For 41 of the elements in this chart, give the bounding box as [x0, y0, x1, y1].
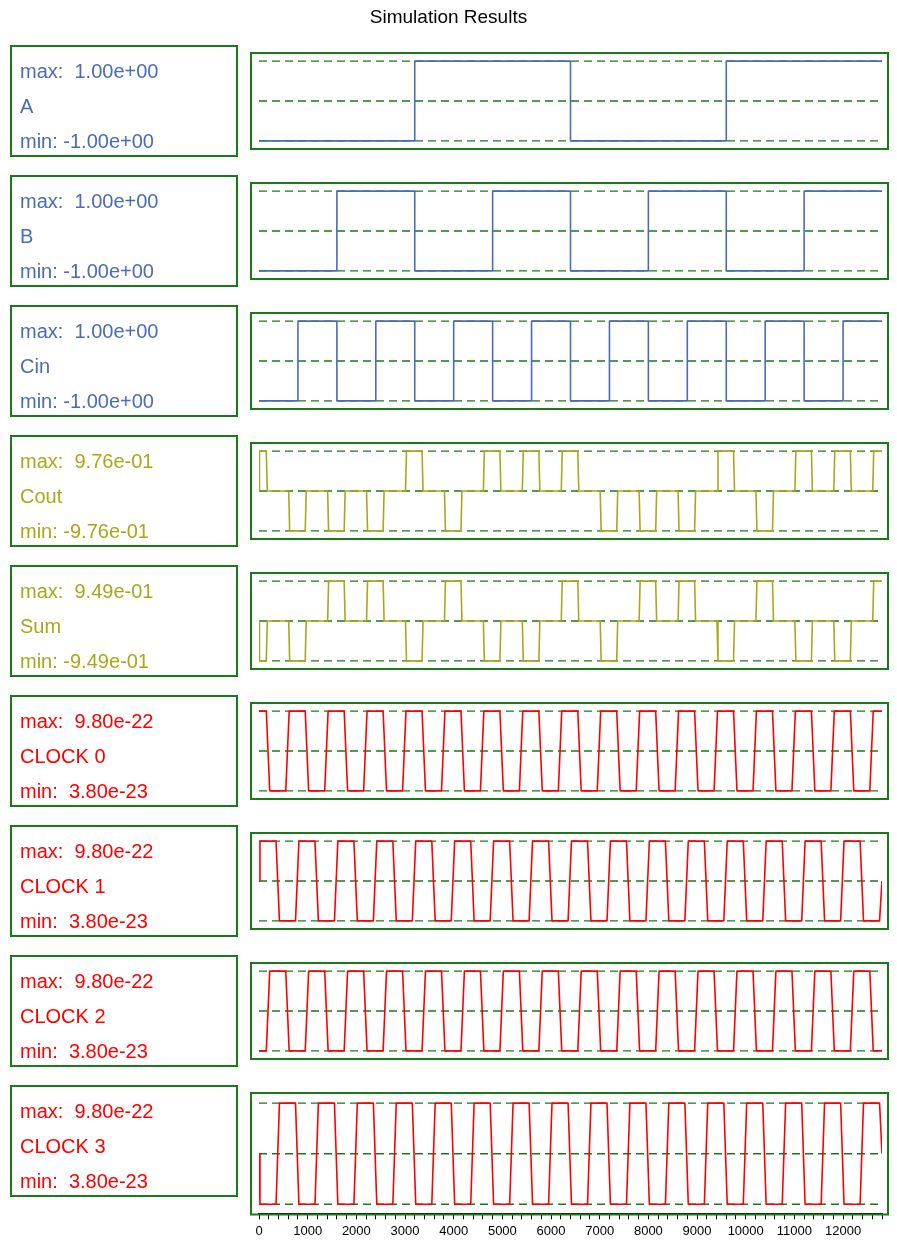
x-tick-label: 10000: [727, 1222, 764, 1238]
text: min: 3.80e-23: [20, 909, 148, 933]
text: min: -1.00e+00: [20, 389, 154, 413]
text: CLOCK 0: [20, 744, 106, 768]
x-tick-label: 1000: [293, 1222, 323, 1238]
text: max: 1.00e+00: [20, 59, 159, 83]
x-tick-label: 9000: [682, 1222, 712, 1238]
text: Sum: [20, 614, 62, 638]
text: max: 1.00e+00: [20, 189, 159, 213]
text: Cout: [20, 484, 63, 508]
text: min: -1.00e+00: [20, 129, 154, 153]
text: min: 3.80e-23: [20, 779, 148, 803]
x-tick-label: 6000: [536, 1222, 566, 1238]
text: max: 1.00e+00: [20, 319, 159, 343]
text: max: 9.80e-22: [20, 839, 154, 863]
x-tick-label: 8000: [633, 1222, 663, 1238]
text: min: -9.76e-01: [20, 519, 149, 543]
x-tick-label: 5000: [487, 1222, 517, 1238]
text: min: -9.49e-01: [20, 649, 149, 673]
chart-title: Simulation Results: [368, 6, 529, 28]
x-tick-label: 0: [255, 1222, 263, 1238]
text: max: 9.49e-01: [20, 579, 154, 603]
x-tick-label: 7000: [585, 1222, 615, 1238]
text: max: 9.76e-01: [20, 449, 154, 473]
text: B: [20, 224, 34, 248]
text: CLOCK 2: [20, 1004, 106, 1028]
text: max: 9.80e-22: [20, 1099, 154, 1123]
text: min: 3.80e-23: [20, 1039, 148, 1063]
text: Cin: [20, 354, 51, 378]
text: max: 9.80e-22: [20, 969, 154, 993]
x-tick-label: 3000: [390, 1222, 420, 1238]
text: min: -1.00e+00: [20, 259, 154, 283]
text: max: 9.80e-22: [20, 709, 154, 733]
x-tick-label: 4000: [439, 1222, 469, 1238]
text: min: 3.80e-23: [20, 1169, 148, 1193]
text: CLOCK 3: [20, 1134, 106, 1158]
x-tick-label: 11000: [776, 1222, 812, 1238]
text: A: [20, 94, 34, 118]
text: CLOCK 1: [20, 874, 106, 898]
x-tick-label: 2000: [341, 1222, 371, 1238]
x-tick-label: 12000: [824, 1222, 862, 1238]
